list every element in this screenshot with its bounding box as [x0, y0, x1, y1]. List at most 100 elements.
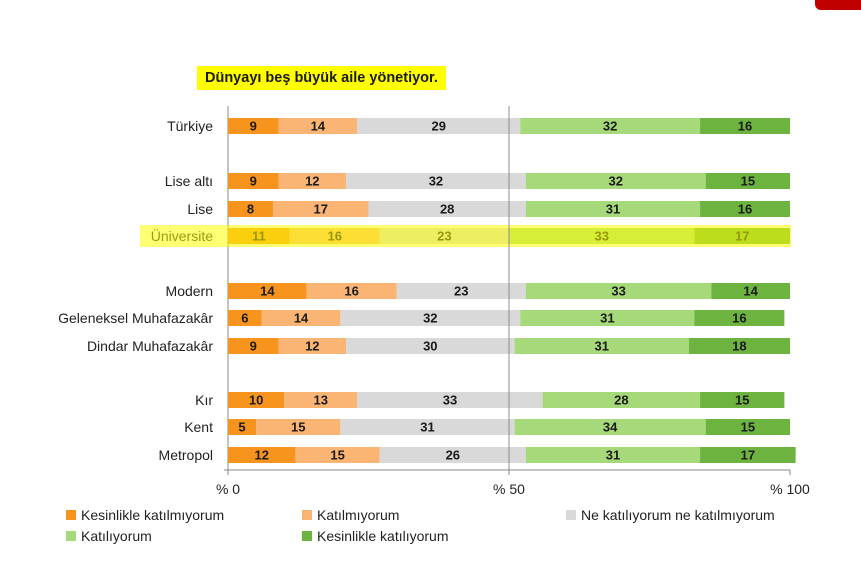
bar-value-label: 9 — [250, 339, 257, 354]
chart-title: Dünyayı beş büyük aile yönetiyor. — [197, 66, 446, 90]
legend-label: Katılmıyorum — [317, 507, 400, 523]
category-label: Kır — [195, 392, 213, 408]
bar-value-label: 14 — [743, 284, 758, 299]
legend-label: Kesinlikle katılıyorum — [317, 528, 449, 544]
bar-value-label: 13 — [313, 393, 327, 408]
bar-segment — [711, 283, 790, 299]
bar-value-label: 33 — [443, 393, 457, 408]
category-label: Geleneksel Muhafazakâr — [58, 310, 213, 326]
bar-value-label: 5 — [238, 420, 245, 435]
legend-label: Katılıyorum — [81, 528, 152, 544]
bar-segment — [228, 173, 279, 189]
bar-value-label: 9 — [250, 174, 257, 189]
bar-segment — [705, 419, 790, 435]
bar-value-label: 6 — [241, 311, 248, 326]
bar-segment — [379, 447, 526, 463]
bar-segment — [688, 338, 790, 354]
bar-segment — [525, 173, 706, 189]
bar-value-label: 15 — [741, 174, 755, 189]
bar-segment — [357, 392, 543, 408]
legend-item: Katılmıyorum — [302, 505, 399, 525]
bar-value-label: 15 — [735, 393, 749, 408]
bar-segment — [700, 447, 796, 463]
bar-segment — [261, 310, 341, 326]
legend-swatch — [302, 531, 312, 541]
bar-segment — [700, 118, 790, 134]
legend-swatch — [66, 531, 76, 541]
x-tick-label: % 50 — [493, 481, 525, 497]
legend-label: Ne katılıyorum ne katılmıyorum — [581, 507, 775, 523]
bar-segment — [700, 392, 785, 408]
category-label: Lise — [187, 201, 213, 217]
bar-value-label: 32 — [603, 119, 617, 134]
legend-item: Ne katılıyorum ne katılmıyorum — [566, 505, 775, 525]
bar-value-label: 29 — [432, 119, 446, 134]
x-tick-label: % 100 — [770, 481, 810, 497]
bar-value-label: 33 — [611, 284, 625, 299]
bar-value-label: 16 — [344, 284, 358, 299]
bar-value-label: 12 — [254, 448, 268, 463]
bar-segment — [278, 173, 347, 189]
legend-swatch — [302, 510, 312, 520]
bar-segment — [340, 310, 521, 326]
bar-value-label: 14 — [294, 311, 309, 326]
bar-value-label: 26 — [446, 448, 460, 463]
bar-segment — [295, 447, 380, 463]
category-label: Türkiye — [167, 118, 213, 134]
bar-value-label: 34 — [603, 420, 618, 435]
category-label: Lise altı — [165, 173, 213, 189]
bar-value-label: 14 — [260, 284, 275, 299]
bar-segment — [256, 419, 341, 435]
x-tick-label: % 0 — [216, 481, 240, 497]
bar-value-label: 15 — [741, 420, 755, 435]
legend-item: Kesinlikle katılıyorum — [302, 526, 449, 546]
bar-segment — [284, 392, 358, 408]
bar-value-label: 31 — [606, 202, 620, 217]
legend-swatch — [566, 510, 576, 520]
bar-segment — [278, 118, 358, 134]
bar-value-label: 16 — [732, 311, 746, 326]
bar-value-label: 31 — [606, 448, 620, 463]
bar-segment — [700, 201, 790, 217]
row-highlight — [140, 225, 791, 247]
bar-value-label: 28 — [614, 393, 628, 408]
bar-value-label: 23 — [454, 284, 468, 299]
bar-segment — [520, 310, 695, 326]
bar-value-label: 17 — [741, 448, 755, 463]
legend-item: Kesinlikle katılmıyorum — [66, 505, 224, 525]
bar-value-label: 17 — [313, 202, 327, 217]
legend-item: Katılıyorum — [66, 526, 152, 546]
category-label: Metropol — [159, 447, 213, 463]
bar-segment — [346, 338, 515, 354]
legend-label: Kesinlikle katılmıyorum — [81, 507, 225, 523]
bar-value-label: 31 — [420, 420, 434, 435]
bar-segment — [514, 419, 706, 435]
bar-segment — [525, 447, 701, 463]
bar-segment — [228, 392, 285, 408]
legend-swatch — [66, 510, 76, 520]
bar-segment — [228, 310, 262, 326]
bar-value-label: 12 — [305, 174, 319, 189]
bar-segment — [228, 201, 273, 217]
corner-brand-mark — [815, 0, 861, 10]
bar-value-label: 16 — [738, 119, 752, 134]
bar-value-label: 32 — [429, 174, 443, 189]
bar-value-label: 30 — [423, 339, 437, 354]
bar-value-label: 32 — [423, 311, 437, 326]
category-label: Kent — [184, 419, 213, 435]
bar-value-label: 10 — [249, 393, 263, 408]
bar-segment — [346, 173, 526, 189]
stacked-bar-chart: % 0 % 50 % 100 9 14 29 32 16 Türkiye 9 12 32 32 15 Lis… — [58, 106, 810, 497]
bar-segment — [520, 118, 701, 134]
bar-value-label: 31 — [594, 339, 608, 354]
bar-segment — [228, 283, 307, 299]
bar-segment — [228, 447, 296, 463]
bar-segment — [514, 338, 689, 354]
bar-segment — [306, 283, 397, 299]
bar-value-label: 16 — [738, 202, 752, 217]
bar-segment — [278, 338, 347, 354]
bar-segment — [525, 283, 712, 299]
bar-value-label: 15 — [291, 420, 305, 435]
bar-value-label: 15 — [330, 448, 344, 463]
bar-segment — [228, 118, 279, 134]
